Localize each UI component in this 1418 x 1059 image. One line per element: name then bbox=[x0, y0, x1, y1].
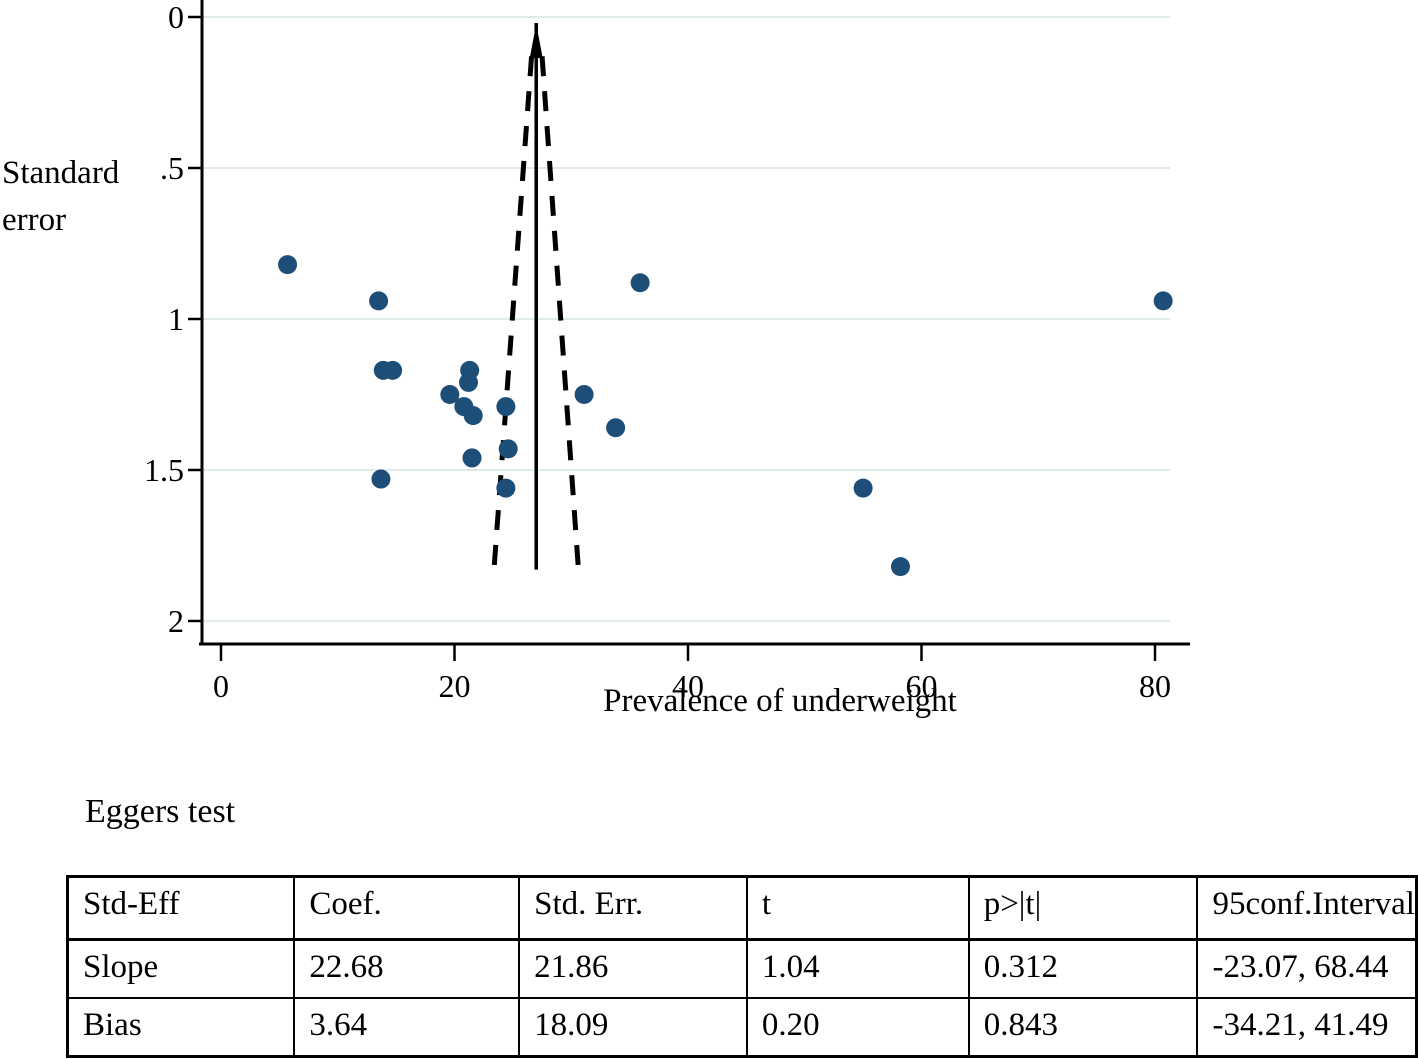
y-axis-title-line2: error bbox=[2, 202, 66, 238]
data-point bbox=[496, 397, 516, 417]
gridlines bbox=[202, 16, 1170, 622]
y-tick-label: .5 bbox=[160, 150, 184, 186]
data-point bbox=[383, 360, 403, 380]
table-cell: -23.07, 68.44 bbox=[1196, 938, 1418, 999]
table-cell: 1.04 bbox=[745, 938, 970, 999]
data-point bbox=[462, 448, 482, 468]
table-cell: 0.20 bbox=[745, 997, 970, 1058]
table-cell: 22.68 bbox=[293, 938, 521, 999]
data-point bbox=[574, 385, 594, 404]
data-point bbox=[853, 478, 873, 498]
y-tick-label: 1.5 bbox=[144, 452, 184, 488]
x-tick-label: 60 bbox=[906, 668, 938, 704]
data-point bbox=[278, 255, 298, 275]
data-point bbox=[371, 469, 391, 489]
y-tick-label: 0 bbox=[168, 0, 184, 35]
y-axis-ticks: 0 .5 1 1.5 2 bbox=[144, 0, 202, 639]
table-cell: 21.86 bbox=[518, 938, 748, 999]
x-tick-label: 40 bbox=[672, 668, 704, 704]
table-cell: Slope bbox=[66, 938, 296, 999]
x-tick-label: 80 bbox=[1139, 668, 1171, 704]
arrow-up-icon bbox=[529, 24, 543, 59]
data-point bbox=[630, 273, 650, 293]
table-header-cell: 95conf.Interval bbox=[1196, 875, 1418, 941]
table-cell: 0.312 bbox=[967, 938, 1199, 999]
table-header-cell: Std-Eff bbox=[66, 875, 296, 941]
x-axis-title: Prevalence of underweight bbox=[603, 683, 957, 719]
data-point bbox=[463, 406, 483, 426]
y-tick-label: 1 bbox=[168, 301, 184, 337]
data-point bbox=[440, 385, 460, 404]
y-axis-title-line1: Standard bbox=[2, 155, 120, 191]
table-header-cell: Std. Err. bbox=[518, 875, 748, 941]
table-cell: -34.21, 41.49 bbox=[1196, 997, 1418, 1058]
table-cell: 3.64 bbox=[293, 997, 521, 1058]
table-row: Bias 3.64 18.09 0.20 0.843 -34.21, 41.49 bbox=[66, 997, 1418, 1058]
y-tick-label: 2 bbox=[168, 603, 184, 639]
funnel-right-dashed-line bbox=[539, 56, 581, 567]
table-cell: 0.843 bbox=[967, 997, 1199, 1058]
table-row: Slope 22.68 21.86 1.04 0.312 -23.07, 68.44 bbox=[66, 938, 1418, 999]
data-point bbox=[606, 418, 626, 438]
data-point bbox=[890, 557, 910, 577]
table-header-cell: t bbox=[745, 875, 970, 941]
x-axis-ticks: 0 20 40 60 80 bbox=[213, 644, 1171, 704]
data-point bbox=[369, 291, 389, 311]
table-header-cell: p>|t| bbox=[967, 875, 1199, 941]
eggers-test-table: Std-Eff Coef. Std. Err. t p>|t| 95conf.Interv… bbox=[66, 875, 1418, 1058]
data-point bbox=[1153, 291, 1173, 311]
funnel-plot: 0 .5 1 1.5 2 0 20 40 60 80 Standard error Preval… bbox=[2, 0, 1190, 719]
table-header-row: Std-Eff Coef. Std. Err. t p>|t| 95conf.Interv… bbox=[66, 875, 1418, 941]
table-cell: 18.09 bbox=[518, 997, 748, 1058]
scatter-points bbox=[278, 255, 1173, 577]
table-header-cell: Coef. bbox=[293, 875, 521, 941]
table-cell: Bias bbox=[66, 997, 296, 1058]
data-point bbox=[496, 478, 516, 498]
x-tick-label: 0 bbox=[213, 668, 229, 704]
data-point bbox=[498, 439, 518, 459]
x-tick-label: 20 bbox=[439, 668, 471, 704]
eggers-test-title: Eggers test bbox=[85, 793, 236, 830]
data-point bbox=[460, 360, 480, 380]
